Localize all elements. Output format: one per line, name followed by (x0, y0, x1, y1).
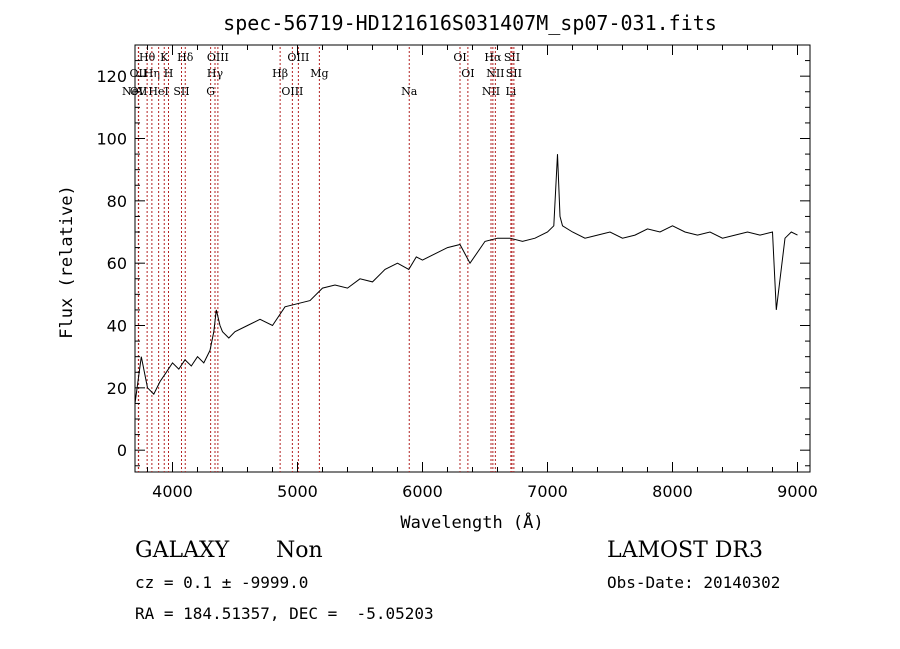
line-marker-label: SII (173, 85, 189, 98)
redshift-text: cz = 0.1 ± -9999.0 (135, 573, 309, 592)
line-marker-label: NII (486, 67, 504, 80)
line-marker-label: Hα (484, 51, 502, 64)
line-marker-label: Li (505, 85, 516, 98)
y-tick-label: 20 (107, 379, 127, 398)
line-marker-label: OII (130, 67, 148, 80)
y-axis-ticks: 0 20 40 60 80 100 120 (96, 60, 810, 467)
line-marker-label: Na (401, 85, 418, 98)
x-axis-ticks: 4000 5000 6000 7000 8000 9000 (147, 45, 818, 501)
line-marker-label: Hη (144, 67, 160, 80)
line-marker-label: OIII (281, 85, 303, 98)
x-tick-label: 8000 (652, 482, 693, 501)
line-marker-label: OIII (207, 51, 229, 64)
x-tick-label: 4000 (152, 482, 193, 501)
line-marker-label: OI (453, 51, 466, 64)
y-axis-label: Flux (relative) (57, 185, 77, 339)
y-tick-label: 120 (96, 67, 127, 86)
plot-frame (134, 44, 811, 473)
line-marker-label: HeI (148, 85, 168, 98)
y-tick-label: 0 (117, 441, 127, 460)
line-marker-label: OIII (287, 51, 309, 64)
chart-title: spec-56719-HD121616S031407M_sp07-031.fit… (223, 11, 717, 35)
line-marker-label: OI (461, 67, 474, 80)
line-marker-label: SII (506, 67, 522, 80)
line-marker-label: Hδ (177, 51, 194, 64)
line-marker-label: Mg (310, 67, 328, 80)
survey-name: LAMOST DR3 (607, 538, 763, 563)
line-marker-label: Hθ (139, 51, 156, 64)
y-tick-label: 60 (107, 254, 127, 273)
line-marker-label: NeV (122, 85, 147, 98)
object-class: GALAXY (135, 538, 230, 563)
line-markers: OIIOIIHθHηHeIKHSIIHδHγGOIIIHβOIIIOIIIMgN… (122, 47, 522, 472)
line-marker-label: G (206, 85, 215, 98)
line-marker-label: NII (482, 85, 500, 98)
y-tick-label: 80 (107, 192, 127, 211)
x-tick-label: 7000 (527, 482, 568, 501)
x-axis-label: Wavelength (Å) (400, 511, 543, 533)
observation-date: Obs-Date: 20140302 (607, 573, 781, 592)
radec-text: RA = 184.51357, DEC = -5.05203 (135, 604, 434, 623)
line-marker-label: H (164, 67, 174, 80)
line-marker-label: Hβ (272, 67, 288, 80)
x-tick-label: 9000 (777, 482, 818, 501)
spectrum-series-line (134, 154, 798, 404)
line-marker-label: Hγ (207, 67, 224, 80)
x-tick-label: 6000 (402, 482, 443, 501)
plot-area: OIIOIIHθHηHeIKHSIIHδHγGOIIIHβOIIIOIIIMgN… (96, 44, 818, 501)
line-marker-label: K (160, 51, 169, 64)
object-subclass: Non (276, 538, 323, 563)
line-marker-label: SII (504, 51, 520, 64)
x-tick-label: 5000 (277, 482, 318, 501)
y-tick-label: 40 (107, 317, 127, 336)
y-tick-label: 100 (96, 130, 127, 149)
